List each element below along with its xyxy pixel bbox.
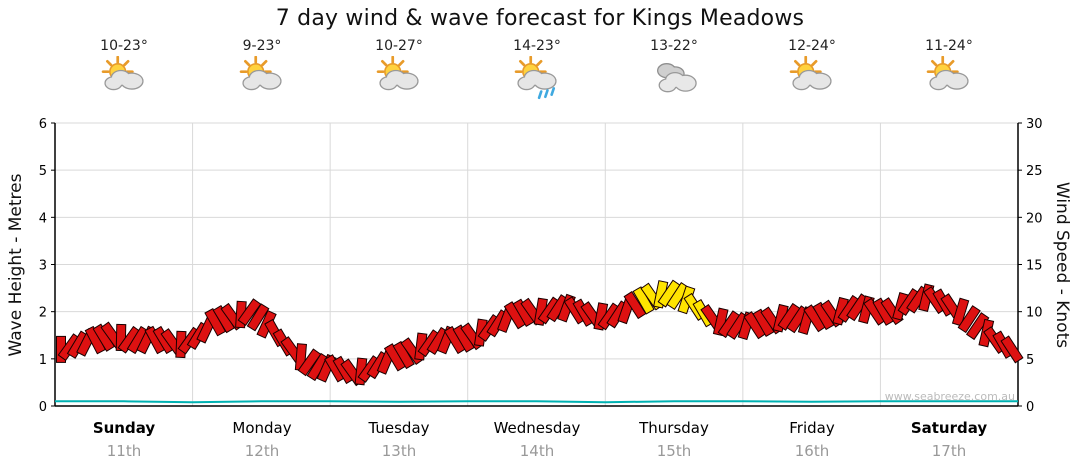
day-header-wednesday: 14-23° xyxy=(468,38,606,106)
x-label-saturday: Saturday 17th xyxy=(880,419,1018,460)
temp-range: 12-24° xyxy=(788,38,836,54)
svg-text:20: 20 xyxy=(1026,211,1043,226)
day-date: 17th xyxy=(931,442,967,460)
svg-text:3: 3 xyxy=(39,259,47,274)
left-axis-label: Wave Height - Metres xyxy=(6,173,26,357)
page-title: 7 day wind & wave forecast for Kings Mea… xyxy=(275,6,805,31)
x-label-thursday: Thursday 15th xyxy=(605,419,743,460)
day-date: 14th xyxy=(519,442,555,460)
day-header-monday: 9-23° xyxy=(193,38,331,106)
day-header-tuesday: 10-27° xyxy=(330,38,468,106)
day-date: 15th xyxy=(656,442,692,460)
day-header-sunday: 10-23° xyxy=(55,38,193,106)
temp-range: 11-24° xyxy=(925,38,973,54)
day-date: 13th xyxy=(381,442,417,460)
x-label-sunday: Sunday 11th xyxy=(55,419,193,460)
day-header-saturday: 11-24° xyxy=(880,38,1018,106)
svg-text:15: 15 xyxy=(1026,259,1043,274)
temp-range: 10-23° xyxy=(100,38,148,54)
svg-text:6: 6 xyxy=(39,117,47,132)
svg-text:0: 0 xyxy=(1026,400,1034,415)
day-name: Sunday xyxy=(92,419,156,437)
temp-range: 14-23° xyxy=(513,38,561,54)
x-label-wednesday: Wednesday 14th xyxy=(468,419,606,460)
right-axis-label: Wind Speed - Knots xyxy=(1052,181,1072,349)
svg-text:1: 1 xyxy=(39,353,47,368)
svg-text:25: 25 xyxy=(1026,164,1043,179)
svg-text:10: 10 xyxy=(1026,306,1043,321)
svg-text:5: 5 xyxy=(1026,353,1034,368)
x-label-monday: Monday 12th xyxy=(193,419,331,460)
x-label-tuesday: Tuesday 13th xyxy=(330,419,468,460)
day-name: Monday xyxy=(232,419,292,437)
svg-text:30: 30 xyxy=(1026,117,1043,132)
svg-text:5: 5 xyxy=(39,164,47,179)
day-name: Tuesday xyxy=(368,419,430,437)
day-date: 12th xyxy=(244,442,280,460)
day-name: Thursday xyxy=(639,419,709,437)
watermark: www.seabreeze.com.au xyxy=(884,390,1015,403)
day-name: Friday xyxy=(789,419,835,437)
day-header-friday: 12-24° xyxy=(743,38,881,106)
svg-text:0: 0 xyxy=(39,400,47,415)
day-date: 16th xyxy=(794,442,830,460)
temp-range: 13-22° xyxy=(650,38,698,54)
x-label-friday: Friday 16th xyxy=(743,419,881,460)
svg-text:4: 4 xyxy=(39,211,47,226)
temp-range: 10-27° xyxy=(375,38,423,54)
day-name: Wednesday xyxy=(493,419,581,437)
temp-range: 9-23° xyxy=(242,38,282,54)
day-name: Saturday xyxy=(910,419,988,437)
svg-text:2: 2 xyxy=(39,306,47,321)
day-date: 11th xyxy=(106,442,142,460)
day-header-thursday: 13-22° xyxy=(605,38,743,106)
